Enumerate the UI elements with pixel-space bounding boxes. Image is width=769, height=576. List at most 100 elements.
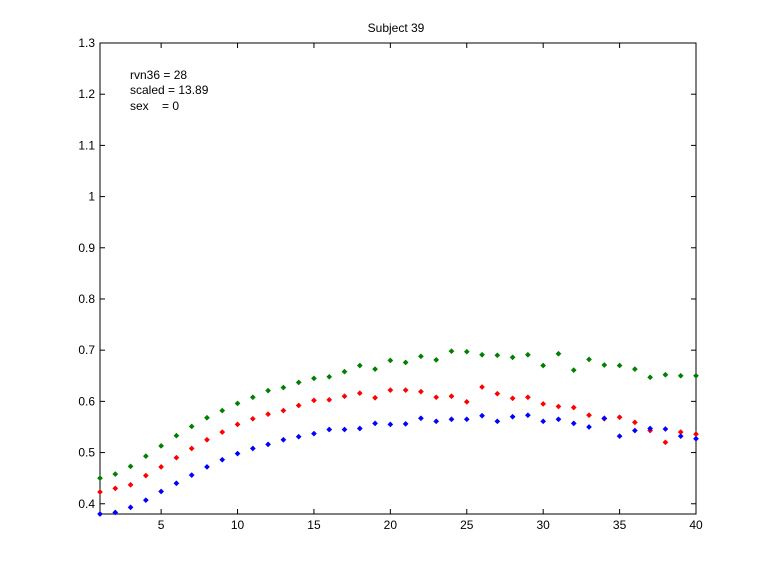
x-tick-label: 25	[460, 518, 474, 532]
data-point	[647, 374, 654, 381]
annotation-sex: sex = 0	[130, 99, 179, 113]
x-tick-label: 5	[158, 518, 165, 532]
data-point	[280, 384, 287, 391]
data-point	[463, 416, 470, 423]
y-tick-label: 0.5	[78, 446, 95, 460]
data-point	[188, 472, 195, 479]
data-point	[570, 367, 577, 374]
plot-area	[99, 42, 697, 515]
data-point	[356, 362, 363, 369]
data-point	[204, 436, 210, 443]
data-point	[601, 415, 608, 422]
data-point	[509, 395, 516, 402]
data-point	[173, 454, 180, 461]
data-point	[662, 439, 669, 446]
data-point	[127, 504, 134, 511]
data-point	[142, 453, 149, 460]
data-point	[647, 425, 654, 432]
data-point	[112, 509, 119, 516]
data-point	[280, 407, 287, 414]
data-point	[448, 416, 455, 423]
x-tick-label: 20	[384, 518, 398, 532]
data-point	[219, 407, 226, 414]
data-point	[479, 351, 486, 358]
data-point	[586, 412, 592, 419]
data-point	[204, 463, 210, 470]
data-point	[677, 433, 684, 440]
data-point	[402, 359, 409, 366]
y-tick-label: 0.9	[78, 241, 95, 255]
data-points	[97, 348, 699, 517]
data-point	[509, 354, 516, 361]
data-point	[265, 387, 272, 394]
data-point	[494, 352, 501, 359]
y-tick-label: 0.4	[78, 497, 95, 511]
data-point	[693, 372, 699, 379]
data-point	[387, 387, 394, 394]
data-point	[234, 400, 241, 407]
data-point	[387, 421, 394, 428]
y-tick-label: 1	[88, 190, 95, 204]
annotation-rvn36: rvn36 = 28	[130, 68, 187, 82]
data-point	[341, 393, 348, 400]
x-tick-label: 35	[613, 518, 627, 532]
data-point	[265, 411, 272, 418]
data-point	[555, 416, 562, 423]
data-point	[204, 414, 210, 421]
data-point	[372, 420, 379, 427]
data-point	[540, 418, 547, 425]
data-point	[402, 387, 409, 394]
data-point	[662, 426, 669, 432]
y-axis: 0.4 0.5 0.6 0.7 0.8 0.9 1 1.1 1.2 1.3	[78, 36, 696, 511]
data-point	[356, 425, 363, 432]
data-point	[433, 394, 440, 401]
data-point	[234, 421, 241, 428]
data-point	[173, 480, 180, 487]
data-point	[616, 414, 623, 421]
data-point	[417, 415, 424, 422]
data-point	[158, 463, 165, 470]
y-tick-label: 1.2	[78, 87, 95, 101]
data-point	[524, 412, 531, 419]
data-point	[417, 353, 424, 360]
x-tick-label: 40	[689, 518, 703, 532]
data-point	[555, 350, 562, 357]
series-2	[97, 412, 699, 517]
series-1	[97, 384, 699, 495]
data-point	[356, 390, 363, 397]
data-point	[433, 356, 440, 363]
data-point	[341, 426, 348, 433]
data-point	[631, 366, 638, 373]
data-point	[555, 403, 562, 410]
x-tick-label: 10	[231, 518, 245, 532]
data-point	[158, 488, 165, 495]
data-point	[249, 415, 256, 422]
data-point	[280, 436, 287, 443]
data-point	[295, 402, 302, 409]
data-point	[310, 397, 317, 404]
data-point	[97, 511, 103, 517]
data-point	[265, 441, 272, 448]
series-0	[97, 348, 699, 482]
data-point	[326, 426, 333, 433]
data-point	[173, 432, 180, 439]
data-point	[142, 472, 149, 479]
data-point	[509, 413, 516, 420]
data-point	[586, 424, 592, 430]
data-point	[249, 394, 256, 401]
data-point	[524, 351, 531, 358]
annotation-block: rvn36 = 28 scaled = 13.89 sex = 0	[130, 68, 209, 113]
data-point	[295, 433, 302, 440]
data-point	[295, 379, 302, 386]
data-point	[479, 412, 486, 419]
data-point	[616, 362, 623, 369]
data-point	[463, 398, 470, 405]
data-point	[341, 368, 348, 375]
data-point	[219, 456, 226, 463]
data-point	[631, 419, 638, 426]
data-point	[112, 471, 119, 478]
data-point	[158, 442, 165, 449]
data-point	[249, 445, 256, 452]
data-point	[570, 404, 577, 411]
data-point	[97, 475, 103, 482]
